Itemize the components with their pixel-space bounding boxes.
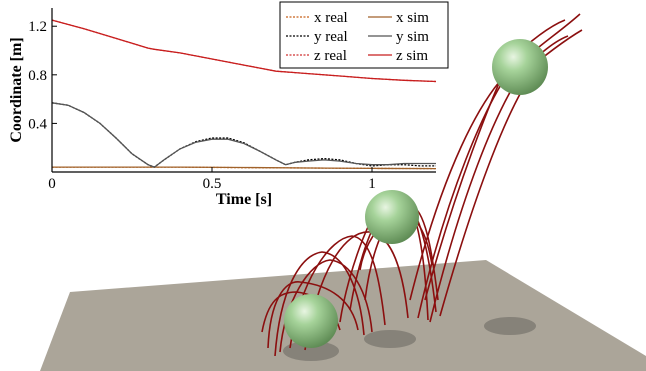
legend: x real y real z real x sim y sim z sim	[279, 1, 449, 69]
y-tick-label: 0.8	[28, 68, 47, 84]
series-line-x-sim	[52, 166, 437, 170]
ticks: 0 0.5 1 0.4 0.8 1.2	[28, 19, 376, 192]
ball-top	[492, 39, 548, 95]
ball-bottom	[284, 294, 338, 348]
series-line-z-sim	[51, 19, 437, 83]
legend-label: y sim	[396, 29, 429, 45]
y-tick-label: 0.4	[28, 116, 47, 132]
ball-mid	[365, 190, 419, 244]
legend-label: z real	[314, 48, 347, 64]
x-tick-label: 1	[368, 176, 376, 192]
x-tick-label: 0	[48, 176, 56, 192]
ball-shadow	[283, 341, 339, 361]
trajectory-curve	[274, 251, 365, 357]
y-tick-label: 1.2	[28, 19, 47, 35]
ball-shadow	[484, 317, 536, 335]
legend-box	[279, 1, 449, 69]
legend-label: x real	[314, 10, 348, 26]
series-line-y-sim	[51, 102, 436, 168]
trajectory-curve	[267, 281, 359, 349]
x-axis-label: Time [s]	[216, 191, 272, 208]
legend-label: y real	[314, 29, 348, 45]
series-line-y-real	[51, 102, 436, 168]
y-axis-label: Coordinate [m]	[8, 37, 25, 142]
legend-label: x sim	[396, 10, 429, 26]
ball-shadow	[364, 330, 416, 348]
floor-plane	[40, 260, 646, 371]
legend-label: z sim	[396, 48, 428, 64]
x-tick-label: 0.5	[203, 176, 222, 192]
